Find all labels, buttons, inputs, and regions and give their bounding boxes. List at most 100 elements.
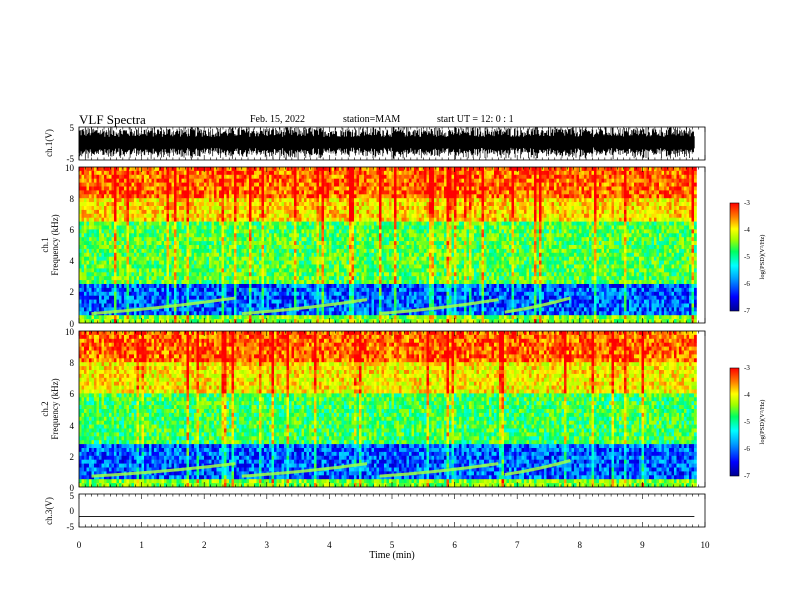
ch1-spectrogram-cell [101, 284, 105, 289]
ch1-spectrogram-cell [94, 264, 97, 269]
ch1-spectrogram-cell [221, 182, 225, 187]
ch1-spectrogram-cell [231, 284, 235, 289]
ch1-spectrogram-cell [86, 307, 90, 312]
ch1-spectrogram-cell [366, 202, 370, 207]
ch1-spectrogram-cell [291, 319, 295, 324]
ch1-spectrogram-cell [151, 237, 155, 242]
ch1-spectrogram-cell [119, 252, 122, 257]
ch1-spectrogram-cell [229, 213, 232, 218]
ch1-spectrogram-cell [111, 217, 115, 222]
ch1-spectrogram-cell [361, 206, 365, 211]
ch1-spectrogram-cell [359, 280, 362, 285]
ch1-spectrogram-cell [271, 264, 275, 269]
ch1-spectrogram-cell [176, 213, 180, 218]
ch1-spectrogram-cell [161, 198, 165, 203]
ch1-spectrogram-cell [86, 174, 90, 179]
ch1-spectrogram-cell [111, 264, 115, 269]
ch1-spectrogram-cell [224, 213, 227, 218]
ch1-spectrogram-cell [129, 225, 132, 230]
ch1-spectrogram-cell [244, 202, 247, 207]
ch1-spectrogram-cell [384, 315, 387, 320]
ch1-spectrogram-cell [151, 229, 155, 234]
ch1-spectrogram-cell [121, 206, 125, 211]
ch1-spectrogram-cell [231, 174, 235, 179]
ch1-spectrogram-cell [184, 268, 187, 273]
ch1-spectrogram-cell [249, 248, 252, 254]
ch1-spectrogram-cell [334, 284, 337, 289]
ch1-spectrogram-cell [319, 182, 322, 187]
ch1-spectrogram-cell [326, 272, 330, 277]
ch1-spectrogram-cell [141, 268, 145, 273]
ch1-spectrogram-cell [106, 241, 110, 246]
ch1-spectrogram-cell [376, 245, 380, 250]
ch1-spectrogram-cell [326, 186, 330, 191]
ch1-spectrogram-cell [144, 252, 147, 257]
ch1-spectrogram-cell [296, 272, 300, 277]
ch1-spectrogram-cell [164, 264, 167, 269]
ch1-spectrogram-cell [331, 284, 335, 289]
ch1-spectrogram-cell [114, 206, 117, 211]
ch1-spectrogram-cell [226, 170, 230, 176]
ch1-spectrogram-cell [289, 198, 292, 203]
ch1-spectrogram-cell [196, 178, 200, 183]
ch1-spectrogram-cell [254, 319, 257, 324]
ch1-spectrogram-cell [201, 268, 205, 273]
ch1-spectrogram-cell [371, 315, 375, 320]
ch1-spectrogram-cell [191, 311, 195, 316]
ch1-spectrogram-cell [299, 280, 302, 285]
ch1-spectrogram-cell [91, 209, 95, 215]
ch1-spectrogram-cell [309, 206, 312, 211]
ch1-spectrogram-cell [191, 213, 195, 218]
ch1-spectrogram-cell [269, 237, 272, 242]
ch1-spectrogram-cell [89, 252, 92, 257]
ch1-spectrogram-cell [359, 260, 362, 265]
ch1-spectrogram-cell [331, 209, 335, 215]
ch1-spectrogram-cell [114, 209, 117, 215]
ch1-spectrogram-cell [124, 280, 127, 285]
ch1-spectrogram-cell [271, 248, 275, 254]
ch1-spectrogram-cell [386, 206, 390, 211]
ch1-spectrogram-cell [169, 315, 172, 320]
ch1-spectrogram-cell [256, 225, 260, 230]
ch1-spectrogram-cell [269, 217, 272, 222]
ch1-spectrogram-cell [219, 272, 222, 277]
ch1-spectrogram-cell [159, 284, 162, 289]
ch1-spectrogram-cell [164, 229, 167, 234]
ch1-spectrogram-cell [91, 256, 95, 261]
ch1-spectrogram-cell [316, 291, 320, 296]
ch1-spectrogram-cell [224, 272, 227, 277]
ch1-spectrogram-cell [174, 319, 177, 324]
ch1-spectrogram-cell [279, 225, 282, 230]
ch1-spectrogram-cell [241, 256, 245, 261]
ch1-spectrogram-cell [299, 237, 302, 242]
ch1-spectrogram-cell [304, 174, 307, 179]
ch1-spectrogram-cell [321, 291, 325, 296]
ch1-spectrogram-cell [334, 170, 337, 176]
ch1-spectrogram-cell [309, 229, 312, 234]
ch1-spectrogram-cell [81, 241, 85, 246]
ch1-spectrogram-cell [306, 190, 310, 195]
ch1-spectrogram-cell [269, 303, 272, 308]
ch1-spectrogram-cell [99, 233, 102, 238]
ch1-spectrogram-cell [311, 319, 315, 324]
ch1-spectrogram-cell [196, 233, 200, 238]
ch1-spectrogram-cell [156, 252, 160, 257]
ch1-spectrogram-cell [371, 264, 375, 269]
ch1-spectrogram-cell [121, 221, 125, 226]
ch1-spectrogram-cell [241, 299, 245, 304]
ch1-spectrogram-cell [216, 264, 220, 269]
ch1-spectrogram-cell [131, 209, 135, 215]
ch1-spectrogram-cell [361, 264, 365, 269]
ch1-spectrogram-cell [204, 225, 207, 230]
ch1-spectrogram-cell [326, 167, 330, 172]
ch1-spectrogram-cell [321, 190, 325, 195]
ch1-spectrogram-cell [166, 209, 170, 215]
ch1-spectrogram-cell [241, 276, 245, 281]
ch1-spectrogram-cell [361, 225, 365, 230]
ch1-spectrogram-cell [349, 194, 352, 199]
ch1-spectrogram-cell [99, 198, 102, 203]
ch1-spectrogram-cell [306, 264, 310, 269]
ch1-spectrogram-cell [166, 213, 170, 218]
ch1-spectrogram-cell [241, 237, 245, 242]
ch1-spectrogram-cell [389, 206, 392, 211]
